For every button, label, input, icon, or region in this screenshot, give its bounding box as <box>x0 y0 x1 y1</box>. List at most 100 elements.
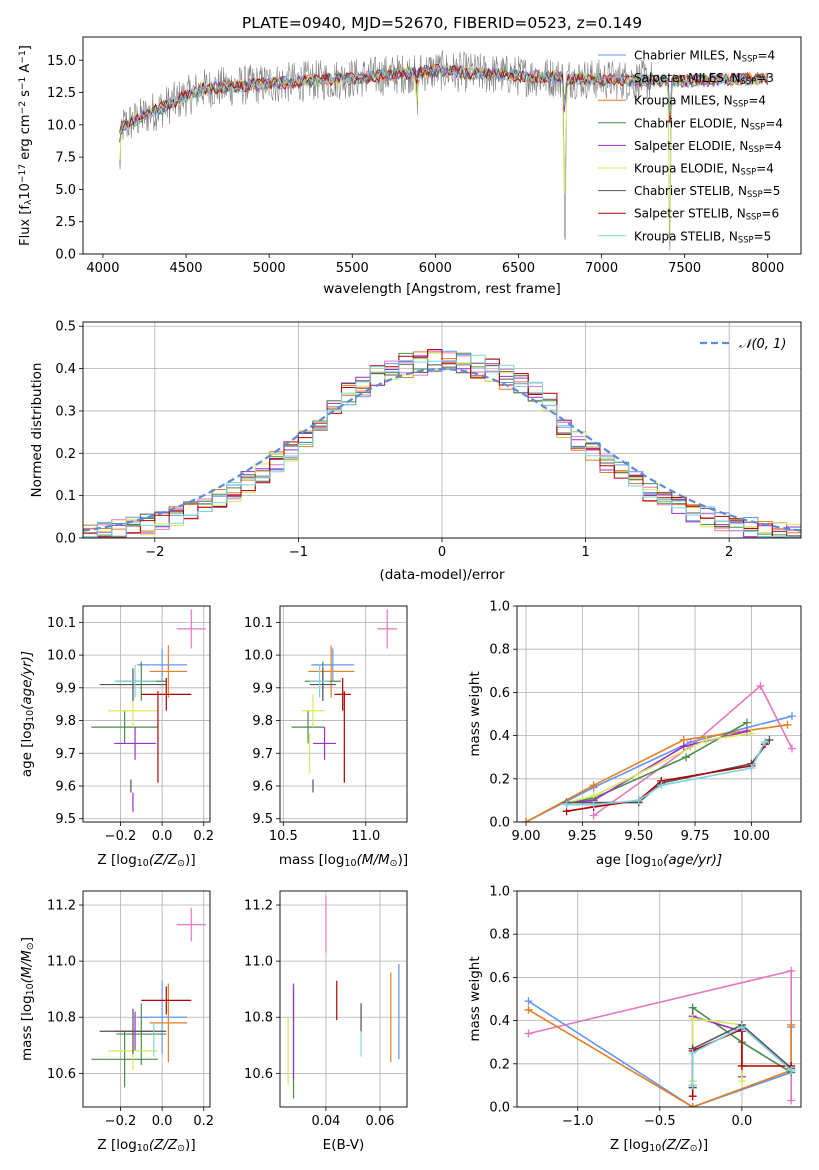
age-vs-Z-frame <box>82 605 211 823</box>
age-vs-mass-plot <box>291 609 398 793</box>
weight-vs-Z-marker-5-1 <box>688 1014 697 1023</box>
residuals-ytick-label-1: 0.1 <box>55 489 76 504</box>
spectrum-xlabel: wavelength [Angstrom, rest frame] <box>323 281 561 297</box>
weight-vs-age-series-5 <box>566 732 752 804</box>
weight-vs-Z-xlabel: Z [log10(Z/Z⊙)] <box>610 1137 708 1154</box>
spectrum-plot <box>119 50 769 251</box>
legend-entry-6: Chabrier STELIB, NSSP=5 <box>634 184 780 199</box>
legend-entry-3: Chabrier ELODIE, NSSP=4 <box>634 116 783 131</box>
weight-vs-Z-marker-8-0 <box>688 1081 697 1090</box>
age-vs-Z-ylabel: age [log10(age/yr)] <box>19 651 36 777</box>
weight-vs-age-marker-6-5 <box>765 735 774 744</box>
weight-vs-Z-marker-1-2 <box>787 1096 796 1105</box>
residuals-plot <box>83 349 801 538</box>
weight-vs-age-marker-3-3 <box>742 718 751 727</box>
spectrum-title: PLATE=0940, MJD=52670, FIBERID=0523, z=0… <box>242 14 642 32</box>
weight-vs-age-marker-5-2 <box>702 735 711 744</box>
residual-hist-7 <box>83 349 801 538</box>
mass-vs-EBV-xlabel: E(B-V) <box>323 1137 365 1153</box>
weight-vs-age-marker-1-0 <box>589 811 598 820</box>
weight-vs-age-plot <box>522 681 796 822</box>
weight-vs-Z-series-4 <box>691 1015 743 1086</box>
weight-vs-Z-marker-1-0 <box>524 1029 533 1038</box>
age-vs-Z-ytick-label-4: 9.9 <box>55 681 76 696</box>
weight-vs-age-series-3 <box>566 721 748 804</box>
weight-vs-age-series-6 <box>566 739 771 804</box>
weight-vs-Z-series-8 <box>691 1026 792 1086</box>
spectrum-xtick-label-6: 7000 <box>585 261 618 276</box>
weight-vs-Z-axes: −1.0 −0.5 0.0 0.0 0.2 0.4 0.6 0.8 1.0 <box>489 885 801 1129</box>
age-vs-Z-xtick-label-2: 0.2 <box>193 829 214 844</box>
age-vs-Z-plot <box>91 609 206 813</box>
weight-vs-Z-marker-7-3 <box>737 1061 746 1070</box>
spectrum-ytick-label-1: 2.5 <box>55 215 76 230</box>
legend-entry-5: Kroupa ELODIE, NSSP=4 <box>634 162 774 177</box>
weight-vs-Z-frame <box>516 890 802 1108</box>
weight-vs-Z-marker-2-0 <box>524 1005 533 1014</box>
mass-vs-EBV-xtick-label-0: 0.04 <box>311 1114 340 1129</box>
weight-vs-age-marker-1-2 <box>756 681 765 690</box>
spectrum-axes: 4000 4500 5000 5500 6000 6500 7000 7500 8000 0.0 2… <box>47 54 784 276</box>
mass-vs-Z-ylabel: mass [log10(M/M⊙] <box>19 937 36 1061</box>
spectrum-ytick-label-0: 0.0 <box>55 248 76 263</box>
age-vs-mass-frame <box>279 605 408 823</box>
weight-vs-Z-xtick-label-0: −1.0 <box>562 1114 594 1129</box>
legend-entry-8: Kroupa STELIB, NSSP=5 <box>634 229 771 244</box>
spectrum-xtick-label-7: 7500 <box>668 261 701 276</box>
residuals-xtick-label-1: −1 <box>289 545 308 560</box>
weight-vs-age-xtick-label-2: 9.50 <box>624 829 653 844</box>
weight-vs-Z-xtick-label-1: −0.5 <box>644 1114 676 1129</box>
weight-vs-age-ytick-label-3: 0.6 <box>489 686 510 701</box>
weight-vs-Z-series-2 <box>528 1009 793 1107</box>
mass-vs-EBV-frame <box>279 890 408 1108</box>
residuals-ytick-label-5: 0.5 <box>55 320 76 335</box>
spectrum-ytick-label-6: 15.0 <box>47 54 76 69</box>
legend-entry-0: Chabrier MILES, NSSP=4 <box>634 49 775 64</box>
legend-entry-4: Salpeter ELODIE, NSSP=4 <box>634 139 782 154</box>
residuals-xtick-label-2: 0 <box>438 545 446 560</box>
spectrum-xtick-label-2: 5000 <box>253 261 286 276</box>
weight-vs-age-ytick-label-5: 1.0 <box>489 600 510 615</box>
weight-vs-Z-ytick-label-5: 1.0 <box>489 885 510 900</box>
weight-vs-age-marker-8-1 <box>589 800 598 809</box>
weight-vs-age-marker-8-3 <box>657 781 666 790</box>
weight-vs-age-series-0 <box>525 715 793 822</box>
weight-vs-age-marker-2-3 <box>783 720 792 729</box>
spectrum-model-line-6 <box>119 64 769 133</box>
age-vs-Z-ytick-label-1: 9.6 <box>55 780 76 795</box>
weight-vs-age-marker-2-0 <box>522 818 531 822</box>
weight-vs-age-marker-0-3 <box>787 712 796 721</box>
mass-vs-Z-ytick-label-0: 10.6 <box>47 1067 76 1082</box>
weight-vs-Z-marker-5-3 <box>737 1077 746 1086</box>
weight-vs-age-marker-8-5 <box>760 738 769 747</box>
age-vs-Z-xlabel: Z [log10(Z/Z⊙)] <box>97 852 195 869</box>
weight-vs-age-xtick-label-3: 9.75 <box>681 829 710 844</box>
weight-vs-age-ytick-label-4: 0.8 <box>489 643 510 658</box>
weight-vs-age-ytick-label-2: 0.4 <box>489 729 510 744</box>
spectrum-ytick-label-4: 10.0 <box>47 118 76 133</box>
weight-vs-Z-marker-8-2 <box>737 1023 746 1032</box>
age-vs-Z-ytick-label-0: 9.5 <box>55 812 76 827</box>
residuals-ytick-label-2: 0.2 <box>55 447 76 462</box>
weight-vs-Z-xtick-label-2: 0.0 <box>732 1114 753 1129</box>
spectrum-xtick-label-0: 4000 <box>86 261 119 276</box>
age-vs-mass-axes: 10.5 11.0 9.5 9.6 9.7 9.8 9.9 10.0 10.1 <box>244 606 407 844</box>
spectrum-frame <box>82 36 802 255</box>
residual-hist-8 <box>83 354 801 538</box>
residuals-xlabel: (data-model)/error <box>379 567 505 583</box>
weight-vs-Z-marker-0-0 <box>524 997 533 1006</box>
mass-vs-EBV-plot <box>287 896 400 1099</box>
weight-vs-age-series-2 <box>525 724 788 822</box>
weight-vs-Z-ytick-label-0: 0.0 <box>489 1101 510 1116</box>
weight-vs-age-series-8 <box>566 741 766 806</box>
spectrum-xtick-label-1: 4500 <box>169 261 202 276</box>
age-vs-mass-xtick-label-1: 11.0 <box>351 829 380 844</box>
residuals-frame <box>82 321 802 539</box>
age-vs-mass-ytick-label-5: 10.0 <box>244 649 273 664</box>
mass-vs-Z-ytick-label-1: 10.8 <box>47 1011 76 1026</box>
age-vs-Z-ytick-label-6: 10.1 <box>47 616 76 631</box>
weight-vs-Z-ytick-label-2: 0.4 <box>489 1014 510 1029</box>
residuals-ylabel: Normed distribution <box>29 363 45 498</box>
age-vs-mass-xtick-label-0: 10.5 <box>269 829 298 844</box>
age-vs-Z-ytick-label-3: 9.8 <box>55 714 76 729</box>
